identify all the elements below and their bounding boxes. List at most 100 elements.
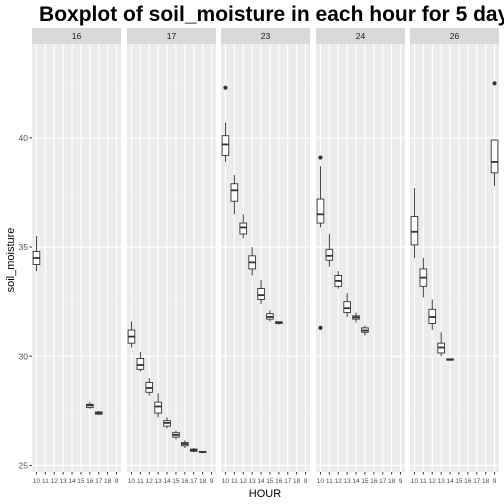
facet-strip: [221, 28, 310, 44]
box-16-hour-17: [94, 410, 103, 416]
box-17-hour-17: [189, 447, 198, 453]
x-tick-label: 16: [181, 478, 189, 485]
x-tick-label: 12: [51, 478, 59, 485]
x-tick-label: 13: [343, 478, 351, 485]
x-tick-label: 11: [137, 478, 144, 485]
x-tick-label: 17: [190, 478, 198, 485]
outlier-point: [223, 85, 228, 90]
facet-strip: [127, 28, 216, 44]
box-iqr: [325, 248, 334, 261]
x-tick-label: 15: [266, 478, 274, 485]
facet-strip: [316, 28, 405, 44]
x-tick-label: 9: [399, 478, 403, 485]
box-17-hour-15: [172, 430, 180, 440]
box-iqr: [221, 135, 230, 156]
x-tick-label: 11: [326, 478, 333, 485]
x-tick-label: 17: [379, 478, 387, 485]
facet-strip: [410, 28, 499, 44]
box-iqr: [410, 216, 419, 246]
facet-panel: 24 10 11 12 13 14 15 16 17 18 9: [316, 28, 405, 485]
x-tick-label: 11: [420, 478, 427, 485]
box-iqr: [136, 357, 145, 370]
box-17-hour-10: [127, 321, 136, 348]
box-17-hour-14: [163, 417, 171, 429]
x-tick-label: 9: [304, 478, 308, 485]
box-26-hour-11: [419, 258, 428, 298]
box-24-hour-15: [361, 325, 369, 336]
box-iqr: [154, 401, 162, 414]
facet-panel: 23 10 11 12 13 14 15 16 17 18 9: [221, 28, 310, 485]
x-tick-label: 17: [473, 478, 481, 485]
box-23-hour-12: [239, 214, 248, 239]
box-24-hour-14: [352, 312, 360, 323]
x-tick-label: 16: [464, 478, 472, 485]
box-16-hour-16: [86, 402, 94, 409]
box-23-hour-14: [257, 279, 265, 304]
facet-strip-label: 24: [356, 31, 366, 41]
x-tick-label: 18: [388, 478, 396, 485]
x-tick-label: 13: [59, 478, 67, 485]
x-tick-label: 15: [455, 478, 463, 485]
x-tick-label: 12: [240, 478, 248, 485]
x-tick-label: 16: [370, 478, 378, 485]
x-tick-label: 14: [257, 478, 265, 485]
box-iqr: [257, 288, 265, 300]
panel-background: [410, 44, 499, 472]
box-23-hour-10: [221, 85, 230, 162]
y-tick-label: 40: [19, 133, 29, 143]
box-26-hour-13: [437, 332, 445, 357]
box-23-hour-11: [230, 175, 239, 215]
outlier-point: [318, 155, 323, 160]
box-26-hour-10: [410, 188, 419, 258]
x-tick-label: 17: [95, 478, 103, 485]
box-26-hour-12: [428, 299, 437, 331]
x-tick-label: 18: [482, 478, 490, 485]
x-tick-label: 11: [231, 478, 238, 485]
panel-background: [127, 44, 216, 472]
x-tick-label: 14: [163, 478, 171, 485]
box-24-hour-12: [334, 271, 343, 289]
facet-strip-label: 26: [450, 31, 460, 41]
x-tick-label: 18: [104, 478, 112, 485]
box-17-hour-12: [145, 378, 154, 396]
x-tick-label: 12: [429, 478, 437, 485]
outlier-point: [492, 81, 497, 86]
x-tick-label: 10: [317, 478, 325, 485]
box-iqr: [343, 301, 351, 314]
box-16-hour-10: [32, 236, 41, 272]
x-tick-label: 10: [222, 478, 230, 485]
box-26-hour-9: [490, 81, 499, 186]
y-axis-title: soil_moisture: [5, 228, 17, 293]
facet-strip: [32, 28, 121, 44]
x-tick-label: 9: [493, 478, 497, 485]
x-tick-label: 15: [172, 478, 180, 485]
box-17-hour-11: [136, 351, 145, 372]
box-iqr: [316, 198, 325, 224]
x-tick-label: 12: [146, 478, 154, 485]
facet-strip-label: 16: [72, 31, 82, 41]
box-23-hour-13: [248, 247, 256, 276]
x-tick-label: 13: [248, 478, 256, 485]
outlier-point: [318, 325, 323, 330]
box-24-hour-13: [343, 292, 351, 317]
x-tick-label: 16: [275, 478, 283, 485]
x-tick-label: 9: [115, 478, 119, 485]
x-axis-title: HOUR: [249, 488, 281, 500]
panel-background: [32, 44, 121, 472]
box-17-hour-13: [154, 393, 162, 418]
x-tick-label: 18: [293, 478, 301, 485]
box-iqr: [490, 139, 499, 174]
facet-panel: 26 10 11 12 13 14 15 16 17 18 9: [410, 28, 499, 485]
y-tick-label: 35: [19, 242, 29, 252]
box-17-hour-18: [198, 451, 207, 454]
x-tick-label: 10: [33, 478, 41, 485]
x-tick-label: 15: [77, 478, 85, 485]
box-24-hour-10: [316, 155, 325, 330]
x-tick-label: 14: [446, 478, 454, 485]
y-tick-label: 25: [19, 460, 29, 470]
x-tick-label: 14: [352, 478, 360, 485]
x-tick-label: 13: [437, 478, 445, 485]
